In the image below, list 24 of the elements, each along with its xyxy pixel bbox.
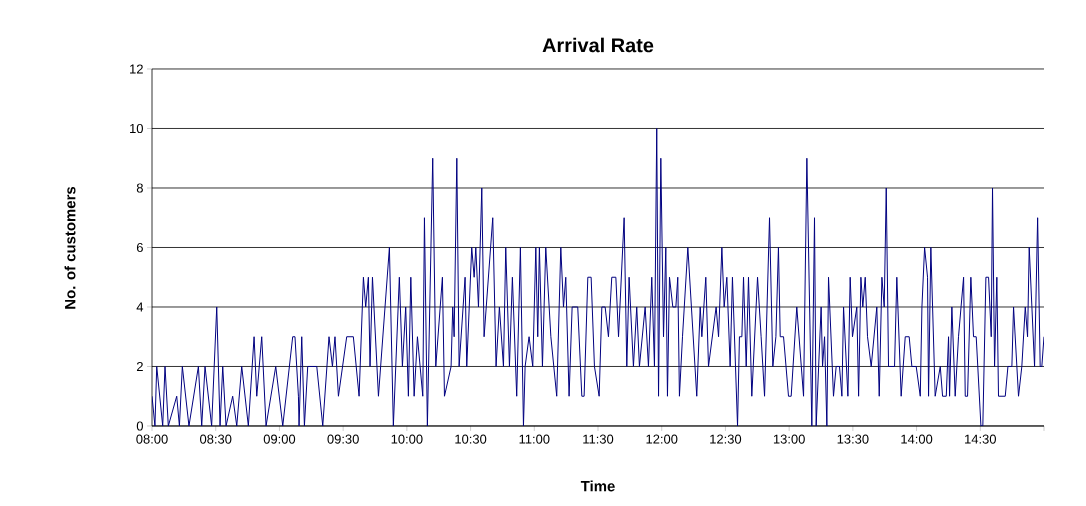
y-tick-label: 2 <box>136 361 143 372</box>
x-tick-label: 13:30 <box>837 434 869 444</box>
x-tick-label: 14:30 <box>965 434 996 444</box>
y-tick-label: 0 <box>136 421 143 431</box>
x-tick-label: 09:00 <box>263 434 296 444</box>
x-tick-label: 12:00 <box>646 434 678 444</box>
x-tick-label: 13:00 <box>773 434 805 444</box>
y-tick-label: 10 <box>130 123 143 134</box>
chart-title: Arrival Rate <box>542 37 654 53</box>
x-axis-title: Time <box>580 480 615 492</box>
x-tick-label: 09:30 <box>327 434 359 444</box>
x-tick-label: 12:30 <box>710 434 742 444</box>
x-tick-label: 10:00 <box>391 434 423 444</box>
x-tick-label: 11:00 <box>519 434 550 444</box>
y-tick-label: 12 <box>130 64 143 74</box>
y-tick-label: 4 <box>136 302 144 312</box>
x-tick-label: 10:30 <box>455 434 487 444</box>
y-tick-label: 8 <box>136 183 143 193</box>
y-axis-title: No. of customers <box>64 186 76 309</box>
x-tick-label: 11:30 <box>583 434 614 444</box>
y-tick-label: 6 <box>136 242 143 253</box>
x-tick-label: 08:30 <box>200 434 232 444</box>
x-tick-label: 08:00 <box>136 434 168 444</box>
x-tick-label: 14:00 <box>901 434 933 444</box>
